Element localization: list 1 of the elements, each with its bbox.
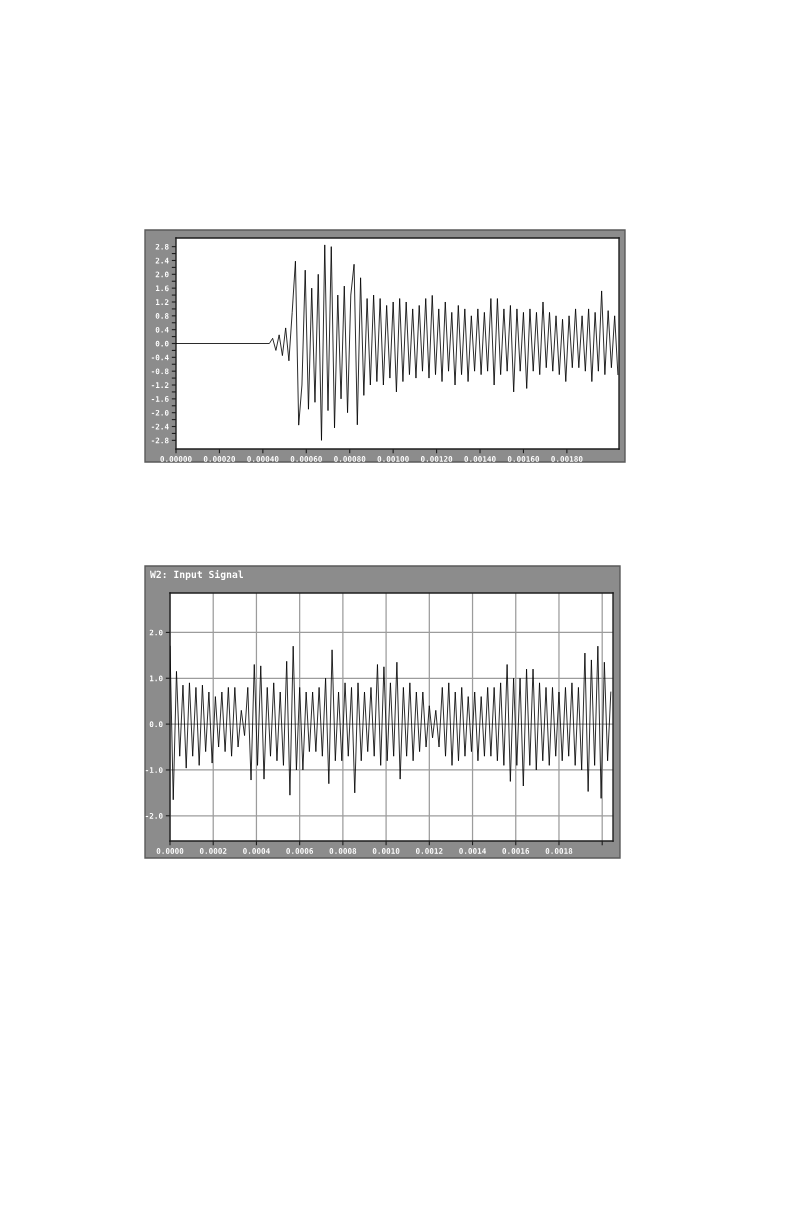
chart-title: W2: Input Signal — [150, 570, 243, 580]
